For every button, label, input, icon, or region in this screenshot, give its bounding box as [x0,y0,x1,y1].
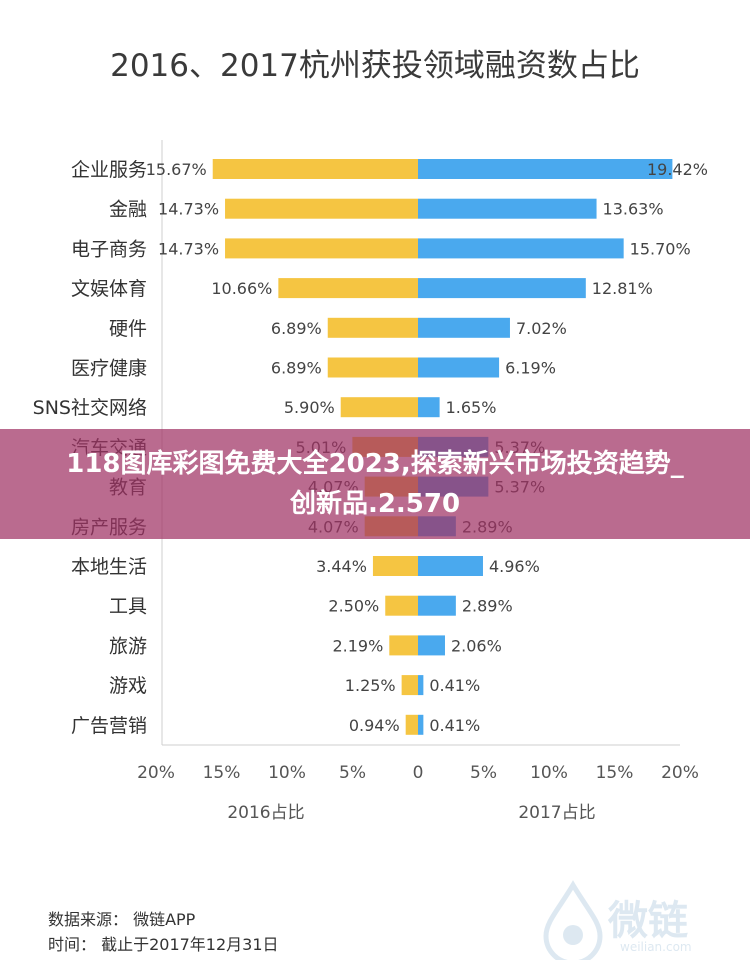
value-label-2017: 2.89% [462,597,513,616]
bar-2017 [418,635,445,656]
value-label-2016: 1.25% [345,676,396,695]
x-axis-label-2017: 2017占比 [518,803,595,823]
data-source-note: 数据来源： 微链APP [48,910,196,929]
value-label-2016: 3.44% [316,557,367,576]
category-label: 企业服务 [71,159,147,181]
drop-icon [543,880,603,966]
bar-2016 [389,635,418,656]
bar-2016 [385,595,418,616]
category-label: 广告营销 [71,715,147,737]
category-label: 旅游 [109,635,147,657]
x-tick-label: 5% [470,763,497,783]
chart-title: 2016、2017杭州获投领域融资数占比 [110,48,640,84]
value-label-2017: 6.19% [505,359,556,378]
category-label: 硬件 [109,318,147,340]
time-note: 时间： 截止于2017年12月31日 [48,935,279,954]
x-tick-label: 5% [339,763,366,783]
banner-text: 118图库彩图免费大全2023,探索新兴市场投资趋势_创新品.2.570 [66,449,684,519]
value-label-2017: 0.41% [429,676,480,695]
watermark-text: 微链 [608,898,688,944]
bar-2017 [418,556,483,576]
bar-2017 [418,675,424,696]
value-label-2016: 5.90% [284,398,335,417]
category-label: 金融 [109,199,147,221]
category-label: SNS社交网络 [33,397,147,419]
value-label-2017: 2.06% [451,636,502,655]
x-tick-label: 15% [203,763,241,783]
value-label-2017: 12.81% [592,279,653,298]
bar-2017 [418,714,424,735]
bar-2017 [418,159,673,179]
bar-2017 [418,595,456,616]
value-label-2016: 0.94% [349,716,400,735]
bar-2017 [418,397,440,418]
category-label: 文娱体育 [71,278,147,300]
bar-2016 [340,397,418,418]
category-label: 医疗健康 [71,358,147,380]
value-label-2016: 14.73% [158,200,219,219]
bar-2016 [225,238,418,259]
bar-2016 [278,278,418,299]
watermark-logo: 微链 weilian.com [538,880,728,966]
overlay-banner[interactable]: 118图库彩图免费大全2023,探索新兴市场投资趋势_创新品.2.570 [0,429,750,539]
bar-2017 [418,357,500,378]
x-tick-label: 20% [137,763,175,783]
value-label-2017: 1.65% [446,398,497,417]
x-axis-label-2016: 2016占比 [227,803,304,823]
value-label-2016: 6.89% [271,319,322,338]
value-label-2017: 19.42% [647,160,708,179]
bar-2017 [418,278,586,299]
bar-2016 [405,714,418,735]
watermark-url: weilian.com [620,940,692,954]
bar-2016 [327,317,418,338]
value-label-2016: 6.89% [271,359,322,378]
value-label-2016: 10.66% [211,279,272,298]
category-label: 本地生活 [71,556,147,578]
category-label: 电子商务 [71,238,147,260]
x-tick-label: 10% [268,763,306,783]
value-label-2016: 2.19% [332,636,383,655]
x-tick-label: 10% [530,763,568,783]
value-label-2016: 2.50% [328,597,379,616]
bar-2016 [225,198,418,219]
value-label-2017: 13.63% [603,200,664,219]
bar-2016 [327,357,418,378]
bar-2016 [212,159,418,179]
bar-2017 [418,198,597,219]
bar-2016 [401,675,418,696]
bar-2016 [372,556,418,576]
value-label-2017: 7.02% [516,319,567,338]
value-label-2017: 4.96% [489,557,540,576]
x-tick-label: 15% [596,763,634,783]
value-label-2017: 15.70% [630,239,691,258]
category-label: 游戏 [109,675,147,697]
bar-2017 [418,317,510,338]
x-tick-label: 20% [661,763,699,783]
category-label: 工具 [109,596,147,618]
x-tick-label: 0 [413,763,424,783]
value-label-2017: 0.41% [429,716,480,735]
value-label-2016: 14.73% [158,239,219,258]
value-label-2016: 15.67% [146,160,207,179]
bar-2017 [418,238,624,259]
